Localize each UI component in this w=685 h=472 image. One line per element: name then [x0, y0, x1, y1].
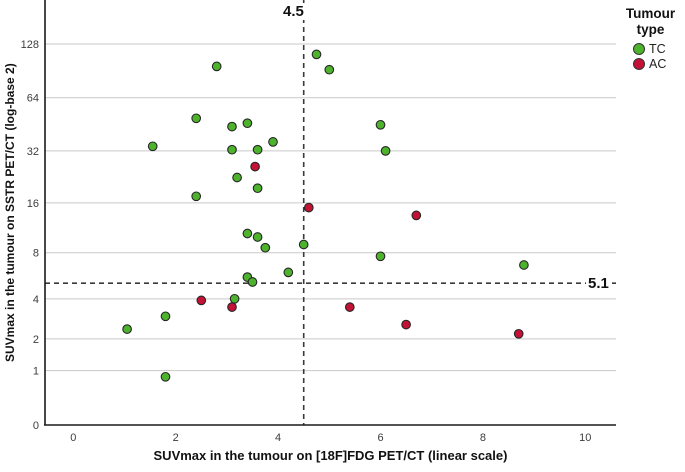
data-point-ac	[401, 319, 411, 330]
data-point-tc	[252, 232, 263, 242]
legend-item-tc: TC	[633, 41, 685, 56]
data-point-tc	[252, 144, 263, 155]
data-point-ac	[196, 295, 207, 306]
data-point-tc	[227, 121, 237, 132]
y-tick-label: 16	[27, 198, 39, 210]
data-point-tc	[268, 137, 278, 147]
x-tick-label: 6	[377, 432, 383, 444]
data-point-tc	[260, 242, 271, 253]
x-axis-title: SUVmax in the tumour on [18F]FDG PET/CT …	[153, 448, 508, 463]
data-point-tc	[160, 311, 171, 322]
data-point-tc	[375, 119, 386, 130]
data-point-tc	[324, 64, 335, 75]
data-point-ac	[303, 202, 314, 213]
x-tick-label: 4	[275, 432, 281, 444]
y-tick-label: 32	[27, 146, 39, 158]
x-tick-label: 10	[579, 432, 591, 444]
data-point-tc	[298, 239, 309, 250]
y-tick-label: 2	[33, 334, 39, 346]
data-point-tc	[283, 267, 294, 278]
data-point-tc	[519, 260, 529, 270]
legend-title: Tumour type	[625, 6, 676, 37]
data-point-tc	[229, 293, 240, 304]
data-point-ac	[513, 328, 524, 339]
x-tick-label: 0	[70, 432, 76, 444]
data-point-ac	[411, 210, 422, 221]
reference-line-x-label: 4.5	[281, 3, 306, 20]
y-tick-label: 0	[33, 420, 39, 432]
data-point-tc	[247, 277, 258, 287]
x-tick-label: 2	[173, 432, 179, 444]
data-point-tc	[191, 113, 202, 124]
data-point-tc	[211, 61, 222, 72]
y-axis-title: SUVmax in the tumour on SSTR PET/CT (log…	[3, 63, 17, 362]
legend-label-tc: TC	[649, 41, 666, 56]
data-point-ac	[344, 302, 355, 312]
data-point-tc	[122, 324, 132, 334]
legend-item-ac: AC	[633, 56, 685, 71]
data-point-ac	[227, 302, 237, 312]
data-point-ac	[250, 161, 260, 172]
tc-marker-icon	[633, 42, 645, 55]
y-tick-label: 1	[33, 366, 39, 378]
x-tick-label: 8	[480, 432, 486, 444]
y-tick-label: 64	[27, 93, 39, 105]
y-tick-label: 4	[33, 294, 39, 306]
legend-label-ac: AC	[649, 56, 667, 71]
data-point-tc	[227, 144, 237, 155]
data-point-tc	[191, 191, 202, 202]
data-point-tc	[380, 146, 391, 156]
data-point-tc	[160, 371, 171, 382]
data-point-tc	[252, 183, 263, 194]
data-point-tc	[311, 49, 322, 60]
reference-line-y-label: 5.1	[586, 275, 611, 292]
ac-marker-icon	[633, 57, 645, 70]
y-tick-label: 128	[21, 39, 39, 51]
data-point-tc	[232, 172, 242, 183]
legend-items: TC AC	[616, 41, 685, 71]
data-point-tc	[242, 118, 253, 129]
data-point-tc	[242, 228, 253, 239]
data-point-tc	[147, 141, 158, 152]
data-point-tc	[375, 251, 386, 262]
legend: Tumour type TC AC	[616, 6, 685, 71]
y-tick-label: 8	[33, 248, 39, 260]
